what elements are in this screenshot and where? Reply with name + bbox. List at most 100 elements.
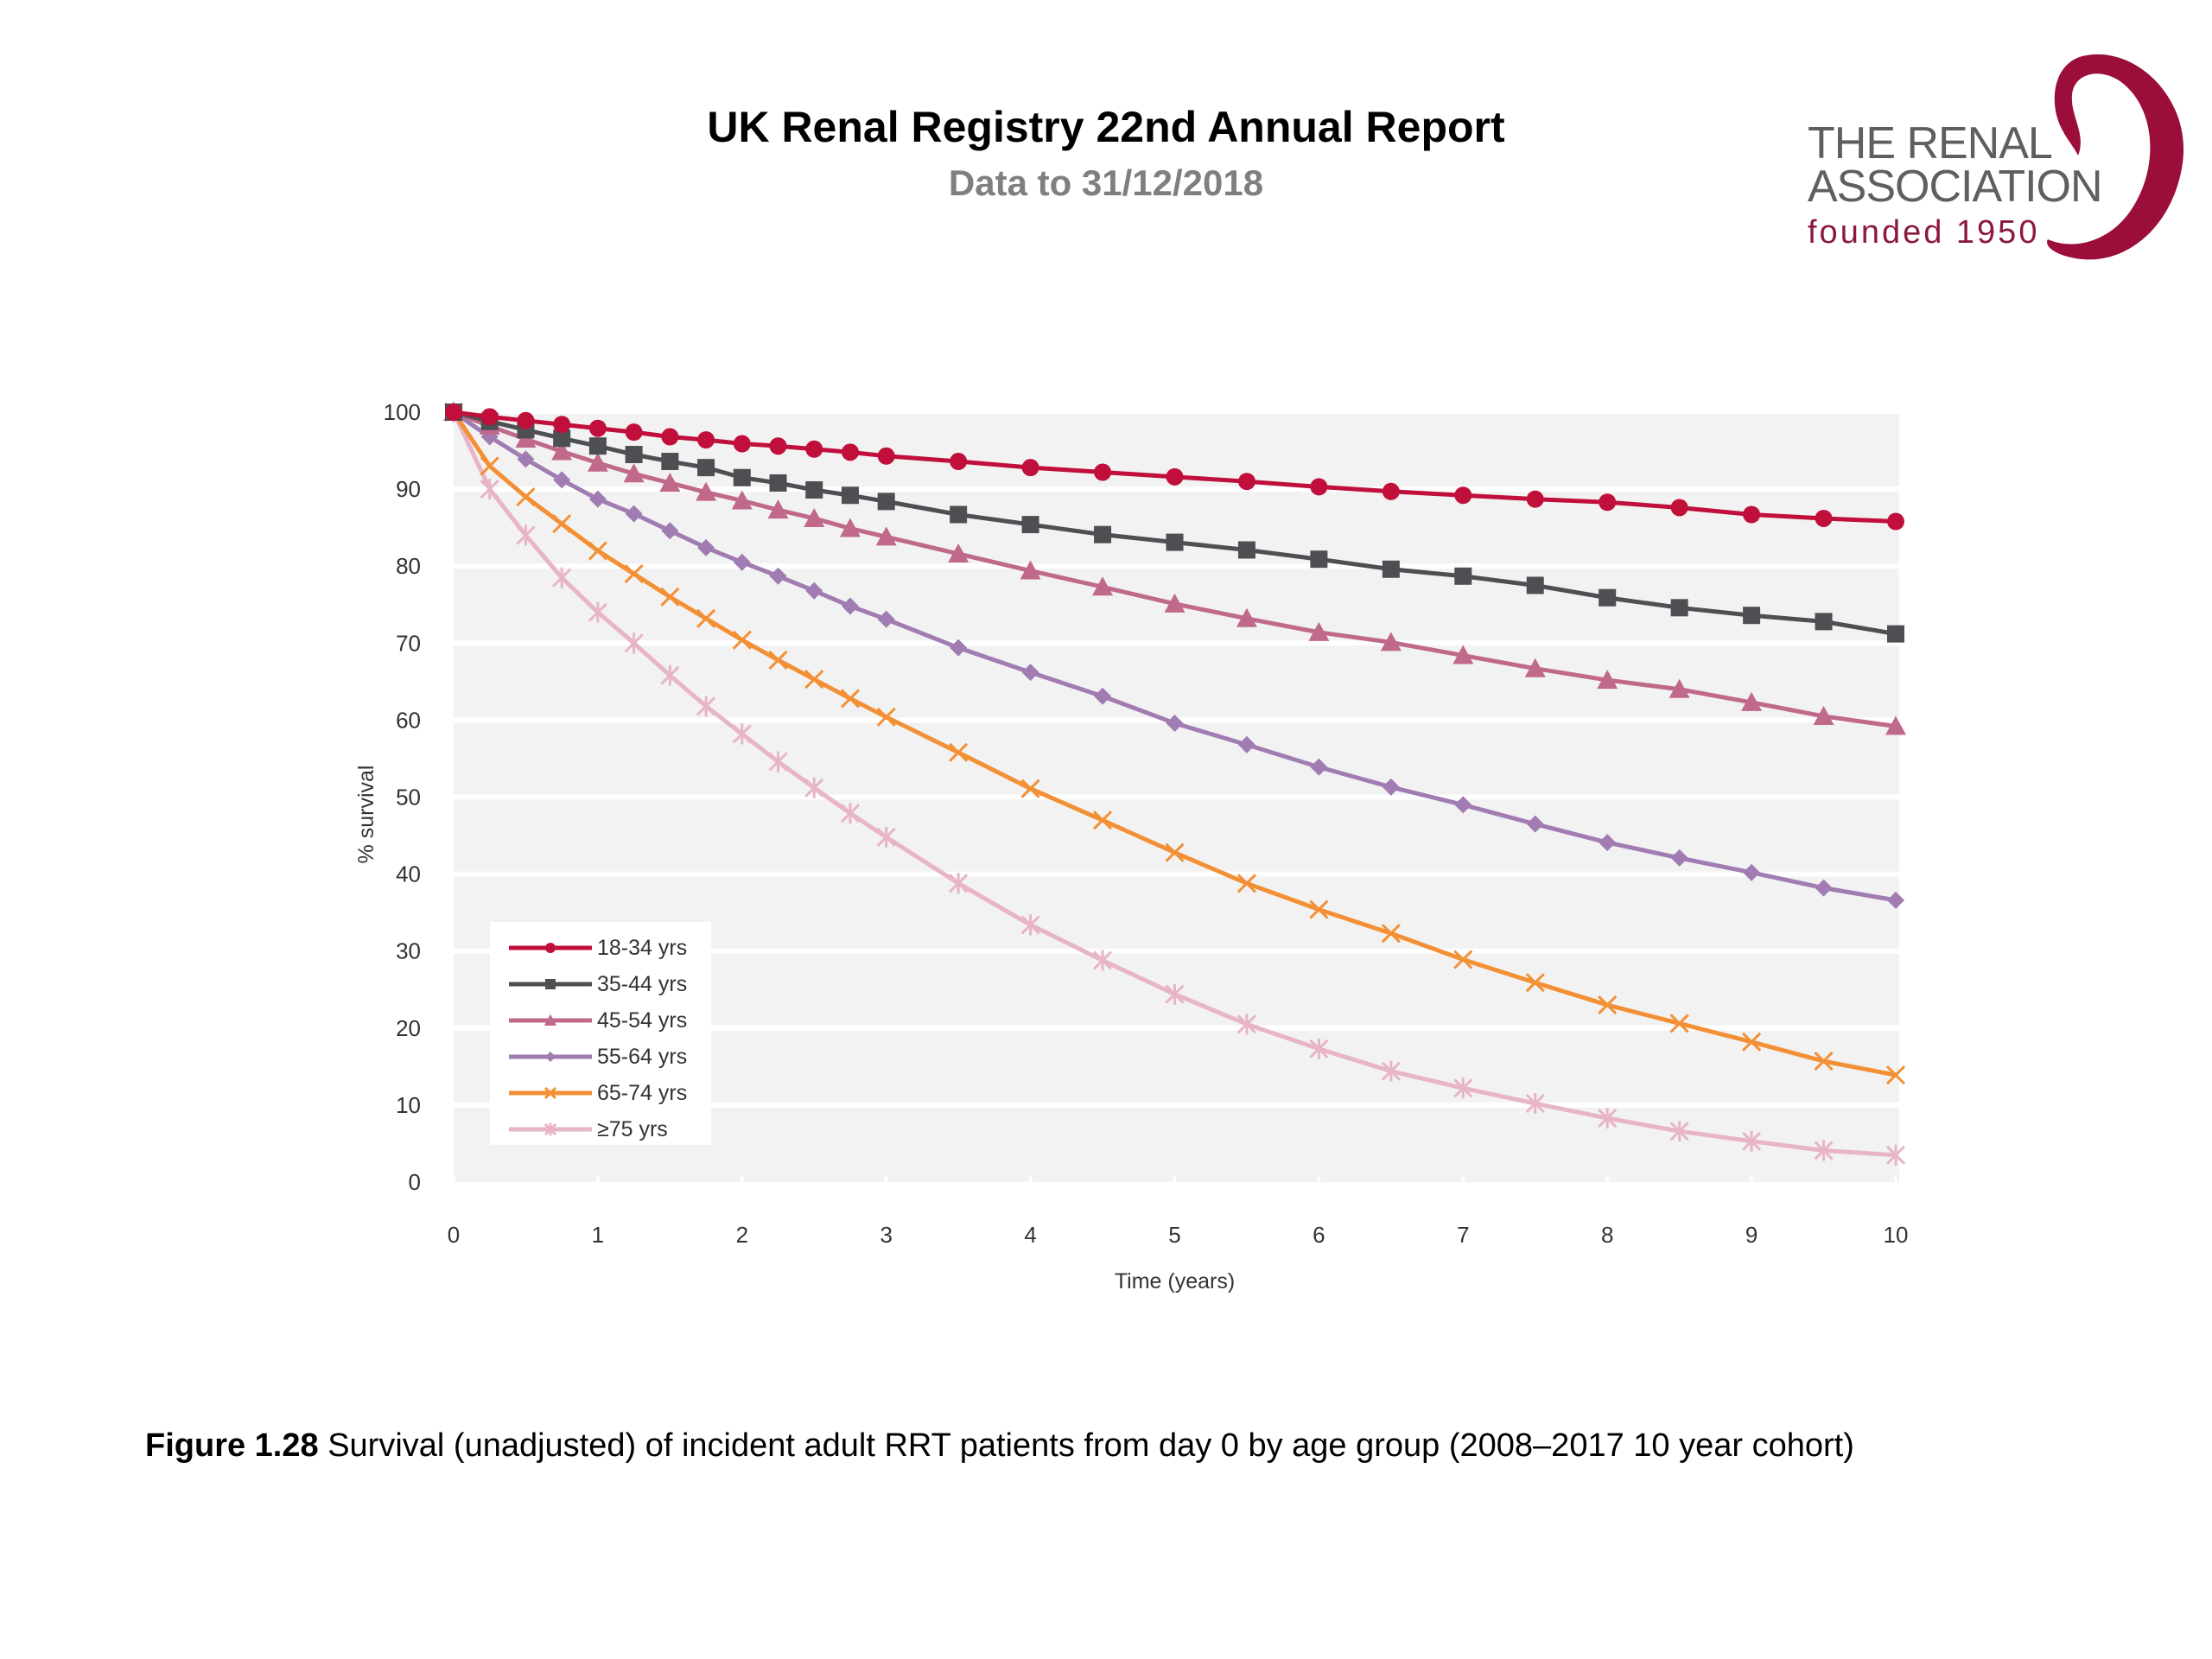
data-point	[661, 522, 679, 540]
logo-line-1: THE RENAL	[1808, 118, 2053, 168]
data-point	[1743, 505, 1761, 524]
data-point	[552, 514, 572, 534]
x-tick-label: 2	[736, 1222, 748, 1248]
data-point	[553, 416, 571, 434]
data-point	[1380, 632, 1402, 652]
figure-caption-text: Survival (unadjusted) of incident adult …	[318, 1427, 1854, 1464]
data-point	[1164, 593, 1185, 613]
data-point	[661, 428, 679, 446]
data-point	[875, 526, 897, 546]
data-point	[805, 440, 823, 458]
data-point	[949, 742, 969, 762]
data-point	[1094, 525, 1112, 543]
data-point	[1310, 758, 1328, 776]
data-point	[1453, 950, 1473, 969]
y-tick-label: 90	[396, 476, 421, 502]
data-point	[1597, 670, 1618, 690]
data-point	[625, 446, 643, 464]
data-point	[623, 463, 645, 483]
renal-association-logo: THE RENAL ASSOCIATION founded 1950	[1797, 48, 2195, 272]
data-point	[769, 474, 787, 492]
series-35-44-yrs	[445, 404, 1904, 643]
legend-item: ≥75 yrs	[507, 1112, 668, 1147]
data-point	[624, 564, 644, 584]
gridlines	[452, 486, 1899, 1182]
data-point	[948, 543, 969, 563]
data-point	[1670, 849, 1688, 867]
data-point	[625, 505, 643, 523]
data-point	[1815, 613, 1833, 631]
data-point	[660, 587, 680, 607]
data-point	[805, 480, 823, 499]
data-point	[1310, 550, 1328, 569]
x-tick-label: 5	[1168, 1222, 1180, 1248]
legend-item: 65-74 yrs	[507, 1076, 687, 1110]
x-tick-label: 4	[1024, 1222, 1036, 1248]
legend-swatch	[509, 1122, 592, 1136]
x-axis-ticks: 0 1 2 3 4 5 6 7 8 9 10	[448, 1222, 1909, 1248]
data-point	[1020, 779, 1040, 798]
data-point	[841, 443, 859, 461]
report-subtitle: Data to 31/12/2018	[948, 162, 1264, 203]
y-axis-ticks: 0 10 20 30 40 50 60 70 80 90 100	[384, 399, 421, 1195]
y-tick-label: 10	[396, 1092, 421, 1118]
figure-number: Figure 1.28	[145, 1427, 319, 1464]
data-point	[1166, 467, 1184, 486]
data-point	[588, 419, 607, 437]
data-point	[1092, 576, 1114, 596]
data-point	[1310, 478, 1328, 496]
data-point	[840, 803, 861, 824]
data-point	[660, 664, 680, 686]
data-point	[1599, 493, 1617, 512]
data-point	[1814, 1052, 1834, 1071]
data-point	[1453, 1077, 1473, 1099]
figure-caption: Figure 1.28 Survival (unadjusted) of inc…	[145, 1427, 1854, 1465]
legend-item: 18-34 yrs	[507, 931, 687, 965]
legend-label: 18-34 yrs	[597, 935, 688, 960]
data-point	[1308, 621, 1330, 641]
data-point	[768, 751, 788, 772]
data-point	[1166, 533, 1184, 551]
data-point	[1382, 560, 1400, 578]
legend-label: 65-74 yrs	[597, 1080, 688, 1105]
data-point	[588, 541, 607, 561]
data-point	[1669, 1014, 1689, 1033]
data-point	[661, 453, 679, 471]
data-point	[1309, 1038, 1329, 1059]
y-tick-label: 20	[396, 1015, 421, 1041]
data-point	[804, 507, 825, 527]
data-point	[769, 567, 787, 585]
x-tick-label: 0	[448, 1222, 460, 1248]
survival-chart: 0 10 20 30 40 50 60 70 80 90 100 0 1 2 3 4 5 6 7 8 9 10 Time…	[354, 399, 1909, 1294]
data-point	[1237, 541, 1255, 559]
data-point	[841, 597, 859, 615]
data-point	[768, 650, 788, 670]
data-point	[877, 447, 895, 465]
data-point	[1887, 891, 1904, 909]
data-point	[1021, 516, 1039, 534]
legend-label: 55-64 yrs	[597, 1044, 688, 1069]
data-point	[1094, 687, 1112, 705]
chart-legend: 18-34 yrs 35-44 yrs 45-54 yrs 55-64 yrs …	[490, 922, 711, 1145]
legend-label: ≥75 yrs	[597, 1116, 668, 1141]
x-tick-label: 10	[1884, 1222, 1909, 1248]
data-point	[1743, 607, 1761, 625]
data-point	[950, 505, 968, 524]
legend-swatch	[509, 1052, 592, 1062]
data-point	[1526, 490, 1544, 508]
data-point	[804, 670, 824, 690]
x-tick-label: 9	[1745, 1222, 1758, 1248]
data-point	[1525, 1093, 1545, 1115]
data-point	[480, 408, 499, 426]
y-tick-label: 100	[384, 399, 421, 425]
logo-line-2: ASSOCIATION	[1808, 162, 2103, 212]
data-point	[545, 979, 556, 989]
data-point	[1382, 482, 1400, 500]
data-point	[545, 1052, 556, 1062]
data-point	[1452, 645, 1474, 664]
data-point	[1887, 625, 1904, 643]
data-point	[697, 538, 715, 556]
data-point	[839, 518, 861, 537]
y-tick-label: 70	[396, 630, 421, 656]
data-point	[516, 486, 536, 507]
